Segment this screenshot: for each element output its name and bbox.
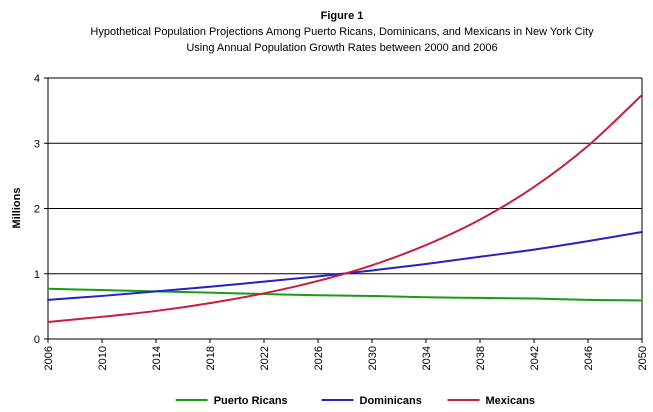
x-tick-label-1: 2010 [97,346,109,370]
x-tick-label-0: 2006 [43,346,55,370]
x-tick-label-5: 2026 [313,346,325,370]
series-line-dominicans [47,230,643,301]
x-tick-label-9: 2042 [529,346,541,370]
x-tick-label-8: 2038 [475,346,487,370]
y-tick-label-4: 4 [34,73,40,85]
chart-subtitle-line-2: Using Annual Population Growth Rates bet… [186,42,497,54]
x-tick-label-3: 2018 [205,346,217,370]
x-tick-label-4: 2022 [259,346,271,370]
y-tick-label-3: 3 [34,138,40,150]
axes [44,77,643,343]
y-axis-label: Millions [11,188,23,229]
x-tick-label-6: 2030 [367,346,379,370]
y-tick-label-1: 1 [34,269,40,281]
chart-subtitle-line-1: Hypothetical Population Projections Amon… [90,26,594,38]
x-tick-label-11: 2050 [637,346,649,370]
y-tick-label-2: 2 [34,204,40,216]
series-lines [47,93,643,324]
y-tick-label-0: 0 [34,334,40,346]
series-line-mexicans [47,93,643,324]
x-tick-label-7: 2034 [421,346,433,370]
gridlines [48,77,642,275]
legend-label-mexicans: Mexicans [486,395,536,407]
legend-label-puerto-ricans: Puerto Ricans [214,395,288,407]
series-line-puerto-ricans [47,287,643,302]
x-tick-label-10: 2046 [583,346,595,370]
tick-labels: 0 1 2 3 4 2006 2010 2014 2018 2022 2026 2030 2034 203… [34,73,649,370]
legend-label-dominicans: Dominicans [360,395,422,407]
chart-title: Figure 1 [321,10,364,22]
x-tick-label-2: 2014 [151,346,163,370]
legend: Puerto Ricans Dominicans Mexicans [175,395,536,407]
